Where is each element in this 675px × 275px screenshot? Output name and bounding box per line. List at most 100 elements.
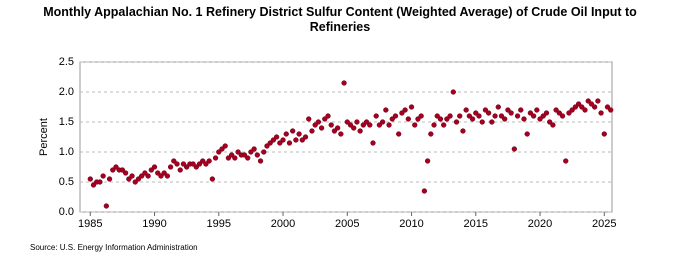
data-point — [158, 173, 164, 179]
data-point — [582, 107, 588, 113]
data-point — [273, 134, 280, 140]
data-point — [241, 152, 248, 158]
y-axis-label: Percent — [38, 118, 50, 156]
data-point — [566, 110, 572, 116]
data-point — [521, 116, 527, 122]
data-point — [556, 110, 562, 116]
data-point — [482, 107, 489, 113]
chart-title: Monthly Appalachian No. 1 Refinery Distr… — [43, 5, 637, 34]
data-point — [302, 134, 309, 140]
data-point — [225, 155, 232, 161]
data-point — [363, 119, 370, 125]
x-tick-label: 2010 — [399, 218, 423, 230]
data-point — [267, 140, 273, 146]
data-point — [180, 161, 187, 167]
data-point — [132, 179, 138, 185]
data-point — [322, 116, 328, 122]
data-point — [412, 122, 418, 128]
data-point — [254, 152, 260, 158]
data-point — [437, 116, 444, 122]
data-point — [518, 107, 524, 113]
data-point — [431, 122, 437, 128]
data-point — [261, 149, 267, 155]
data-point — [113, 164, 119, 170]
data-point — [87, 176, 93, 182]
data-point — [286, 140, 293, 146]
y-tick-label: 1.5 — [59, 116, 74, 128]
data-point — [129, 173, 135, 179]
data-point — [315, 119, 322, 125]
x-tick-label: 1990 — [142, 218, 166, 230]
data-point — [547, 119, 553, 125]
data-point — [396, 131, 402, 137]
data-point — [537, 116, 543, 122]
data-point — [203, 161, 209, 167]
data-point — [119, 167, 126, 173]
data-point — [405, 116, 411, 122]
data-point — [553, 107, 559, 113]
data-point — [344, 119, 350, 125]
data-point — [283, 131, 289, 137]
data-point — [196, 161, 203, 167]
data-point — [569, 107, 575, 113]
data-point — [476, 113, 482, 119]
data-point — [200, 158, 206, 164]
data-point — [492, 113, 498, 119]
data-point — [257, 158, 264, 164]
data-point — [498, 113, 505, 119]
data-point — [601, 131, 607, 137]
data-point — [389, 116, 395, 122]
data-point — [334, 125, 341, 131]
data-point — [450, 89, 456, 95]
data-point — [90, 182, 97, 188]
data-point — [383, 107, 389, 113]
data-point — [447, 113, 453, 119]
data-point — [135, 176, 142, 182]
data-point — [280, 137, 286, 143]
data-point — [530, 113, 537, 119]
data-point — [164, 173, 171, 179]
data-point — [424, 158, 431, 164]
data-point — [466, 113, 473, 119]
data-point — [145, 173, 151, 179]
data-point — [598, 110, 604, 116]
data-point — [502, 116, 508, 122]
data-point — [367, 122, 373, 128]
data-point — [312, 122, 318, 128]
data-point — [543, 110, 550, 116]
data-point — [421, 188, 428, 194]
data-point — [97, 179, 103, 185]
data-point — [360, 122, 366, 128]
data-point — [235, 149, 241, 155]
data-point — [460, 128, 466, 134]
data-point — [228, 152, 235, 158]
data-point — [296, 131, 302, 137]
data-point — [534, 107, 540, 113]
data-point — [453, 119, 460, 125]
data-point — [338, 131, 344, 137]
data-point — [579, 104, 585, 110]
data-point — [357, 128, 363, 134]
x-tick-label: 2000 — [271, 218, 295, 230]
x-tick-label: 2025 — [592, 218, 616, 230]
data-point — [126, 176, 132, 182]
data-point — [174, 161, 180, 167]
data-point — [219, 146, 225, 152]
x-tick-label: 2020 — [528, 218, 552, 230]
data-point — [277, 140, 283, 146]
data-point — [505, 107, 511, 113]
data-point — [299, 137, 305, 143]
data-point — [341, 80, 347, 86]
data-point — [495, 104, 501, 110]
data-point — [212, 155, 219, 161]
data-point — [251, 146, 257, 152]
data-point — [604, 104, 611, 110]
data-point — [479, 119, 485, 125]
data-point — [309, 128, 315, 134]
data-point — [171, 158, 177, 164]
data-point — [318, 125, 325, 131]
data-point — [328, 122, 334, 128]
data-point — [428, 131, 434, 137]
data-point — [100, 173, 106, 179]
